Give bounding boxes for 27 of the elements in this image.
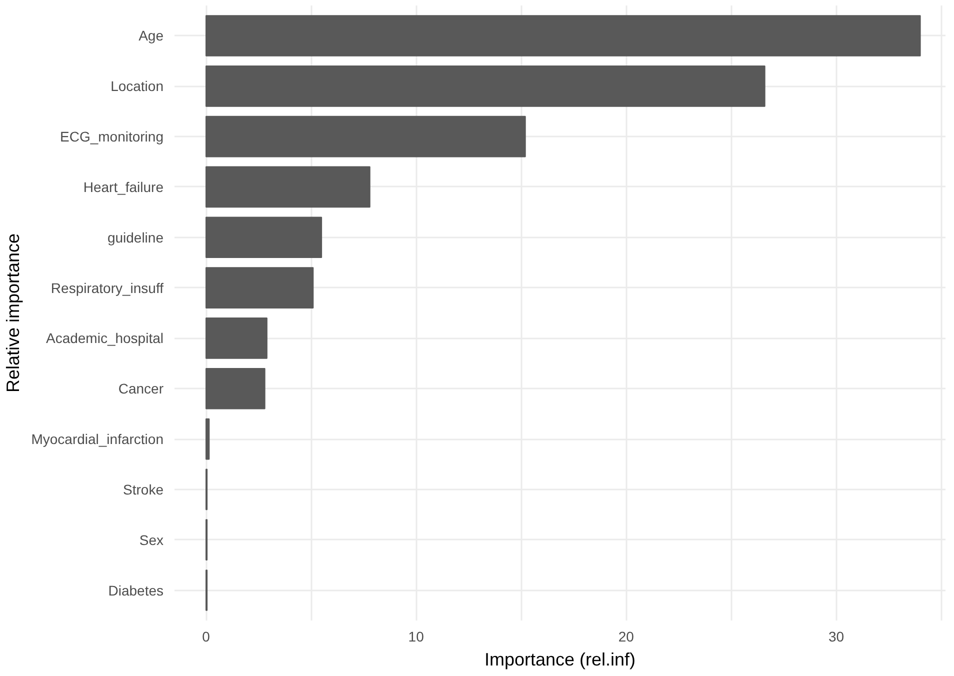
y-axis-title: Relative importance bbox=[3, 233, 24, 393]
bar bbox=[206, 116, 526, 158]
x-tick-label: 10 bbox=[408, 628, 424, 644]
x-tick-label: 0 bbox=[202, 628, 210, 644]
bar bbox=[206, 166, 370, 208]
y-tick-label: Heart_failure bbox=[83, 178, 164, 195]
bar bbox=[206, 15, 921, 56]
bar bbox=[206, 368, 266, 410]
y-tick-label: Cancer bbox=[118, 380, 164, 397]
bar bbox=[206, 267, 314, 308]
y-tick-label: Sex bbox=[139, 532, 164, 548]
y-tick-label: Myocardial_infarction bbox=[31, 431, 164, 448]
y-tick-label: Stroke bbox=[123, 481, 164, 498]
y-tick-label: ECG_monitoring bbox=[60, 128, 164, 145]
y-tick-label: Age bbox=[138, 28, 164, 44]
y-tick-label: Location bbox=[110, 78, 164, 94]
bar bbox=[206, 318, 268, 359]
y-tick-label: Academic_hospital bbox=[46, 330, 164, 346]
y-tick-label: Diabetes bbox=[108, 582, 164, 598]
x-axis-title: Importance (rel.inf) bbox=[484, 650, 636, 670]
x-tick-label: 30 bbox=[828, 628, 844, 644]
y-tick-label: guideline bbox=[107, 229, 164, 246]
bar bbox=[206, 418, 210, 460]
bar bbox=[206, 65, 766, 107]
y-tick-label: Respiratory_insuff bbox=[50, 280, 164, 296]
bar bbox=[206, 216, 322, 258]
x-tick-label: 20 bbox=[618, 628, 634, 644]
